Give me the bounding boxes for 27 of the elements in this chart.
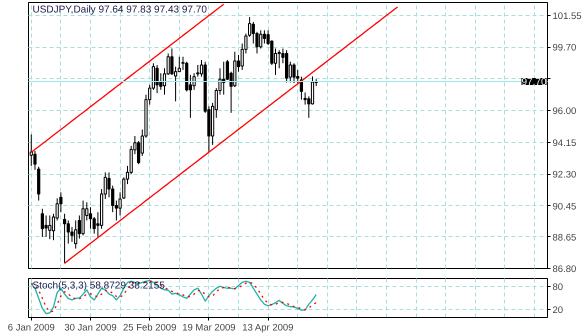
candlestick: [155, 64, 159, 94]
y-tick-label: 101.55: [552, 10, 582, 22]
y-tick-label: 80: [552, 282, 564, 293]
candlestick: [62, 213, 66, 264]
candlestick: [44, 214, 48, 238]
ref-line-label: 97.70: [521, 76, 547, 88]
y-tick-label: 96.00: [552, 106, 576, 118]
candlestick: [48, 214, 52, 240]
y-tick-label: 99.70: [552, 42, 576, 54]
y-tick-label: 88.65: [552, 232, 576, 244]
candlestick: [88, 206, 92, 230]
candlestick: [74, 220, 78, 250]
y-tick-label: 92.30: [552, 170, 576, 181]
candlestick: [262, 30, 266, 44]
x-tick-label: 19 Mar 2009: [182, 322, 236, 334]
x-tick-label: 30 Jan 2009: [64, 322, 117, 334]
y-tick-label: 90.45: [552, 201, 576, 212]
y-tick-label: 94.15: [552, 138, 576, 149]
y-tick-label: 86.80: [552, 264, 576, 275]
candlestick: [292, 62, 296, 84]
candlestick: [259, 30, 262, 49]
x-tick-label: 6 Jan 2009: [8, 322, 55, 334]
x-tick-label: 13 Apr 2009: [242, 322, 294, 334]
candlestick: [40, 208, 44, 238]
chart-title: USDJPY,Daily 97.64 97.83 97.43 97.70: [32, 4, 208, 16]
x-tick-label: 25 Feb 2009: [123, 322, 176, 334]
y-tick-label: 20: [552, 305, 564, 316]
